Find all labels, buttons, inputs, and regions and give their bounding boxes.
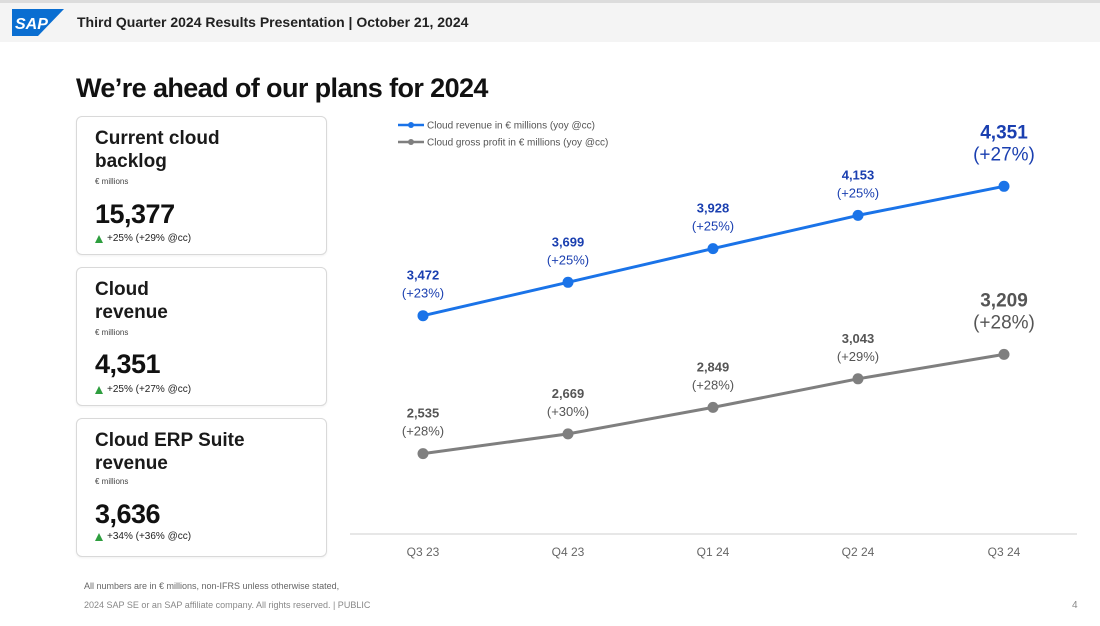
kpi-value: 15,377 — [95, 199, 175, 229]
data-growth-label: (+30%) — [547, 404, 589, 419]
header-bar: SAP Third Quarter 2024 Results Presentat… — [0, 0, 1100, 42]
data-value-label: 2,535 — [407, 406, 440, 421]
up-triangle-icon — [95, 385, 103, 394]
kpi-unit: € millions — [95, 328, 129, 337]
data-growth-label: (+28%) — [973, 312, 1035, 333]
data-value-label: 4,153 — [842, 167, 875, 182]
kpi-label: Cloud ERP Suite revenue — [95, 430, 245, 474]
data-value-label: 3,928 — [697, 201, 730, 216]
kpi-growth-text: +25% (+29% @cc) — [107, 233, 192, 244]
data-point — [417, 310, 429, 322]
data-point — [852, 209, 864, 221]
x-tick-label: Q1 24 — [697, 545, 730, 559]
data-growth-label: (+29%) — [837, 349, 879, 364]
data-value-label: 3,209 — [980, 290, 1028, 311]
data-value-label: 3,043 — [842, 331, 875, 346]
data-point — [707, 401, 719, 413]
data-point — [562, 276, 574, 288]
data-value-label: 2,849 — [697, 359, 730, 374]
data-growth-label: (+28%) — [402, 424, 444, 439]
kpi-growth: +34% (+36% @cc) — [95, 531, 191, 542]
data-growth-label: (+25%) — [692, 219, 734, 234]
data-value-label: 3,699 — [552, 234, 585, 249]
presentation-title: Third Quarter 2024 Results Presentation … — [77, 14, 469, 30]
cloud-revenue-line-chart: Q3 23 Q4 23 Q1 24 Q2 24 Q3 24 Cloud revenue i… — [350, 121, 1077, 559]
data-value-label: 2,669 — [552, 386, 585, 401]
data-point — [707, 243, 719, 255]
kpi-unit: € millions — [95, 477, 129, 486]
sap-logo-text: SAP — [15, 16, 48, 33]
data-growth-label: (+23%) — [402, 286, 444, 301]
data-point — [998, 180, 1010, 192]
data-growth-label: (+28%) — [692, 377, 734, 392]
data-point — [417, 448, 429, 460]
data-point — [998, 348, 1010, 360]
data-value-label: 4,351 — [980, 122, 1028, 143]
kpi-label: Cloud revenue — [95, 279, 168, 323]
up-triangle-icon — [95, 532, 103, 541]
x-tick-label: Q3 24 — [988, 545, 1021, 559]
legend-marker — [408, 122, 414, 128]
data-point — [852, 373, 864, 385]
up-triangle-icon — [95, 234, 103, 243]
x-tick-label: Q2 24 — [842, 545, 875, 559]
kpi-card-cloud-backlog: Current cloud backlog € millions 15,377 … — [76, 116, 327, 255]
legend-marker — [408, 139, 414, 145]
data-value-label: 3,472 — [407, 268, 440, 283]
page-number: 4 — [1072, 600, 1078, 611]
kpi-growth-text: +25% (+27% @cc) — [107, 384, 192, 395]
footnote: All numbers are in € millions, non-IFRS … — [84, 581, 340, 591]
x-tick-label: Q4 23 — [552, 545, 585, 559]
copyright-notice: 2024 SAP SE or an SAP affiliate company.… — [84, 600, 371, 610]
kpi-label: Current cloud backlog — [95, 128, 220, 172]
data-point — [562, 428, 574, 440]
kpi-growth: +25% (+27% @cc) — [95, 384, 191, 395]
kpi-card-cloud-erp: Cloud ERP Suite revenue € millions 3,636… — [76, 418, 327, 557]
kpi-card-cloud-revenue: Cloud revenue € millions 4,351 +25% (+27… — [76, 267, 327, 406]
kpi-growth-text: +34% (+36% @cc) — [107, 531, 192, 542]
data-growth-label: (+25%) — [547, 252, 589, 267]
x-tick-label: Q3 23 — [407, 545, 440, 559]
sap-logo-icon: SAP — [12, 9, 64, 36]
kpi-value: 4,351 — [95, 349, 161, 379]
legend-label: Cloud revenue in € millions (yoy @cc) — [427, 121, 595, 132]
legend-label: Cloud gross profit in € millions (yoy @c… — [427, 138, 608, 149]
page-title: We’re ahead of our plans for 2024 — [76, 73, 488, 103]
kpi-value: 3,636 — [95, 499, 161, 529]
data-growth-label: (+25%) — [837, 185, 879, 200]
data-growth-label: (+27%) — [973, 144, 1035, 165]
kpi-unit: € millions — [95, 177, 129, 186]
kpi-growth: +25% (+29% @cc) — [95, 233, 191, 244]
